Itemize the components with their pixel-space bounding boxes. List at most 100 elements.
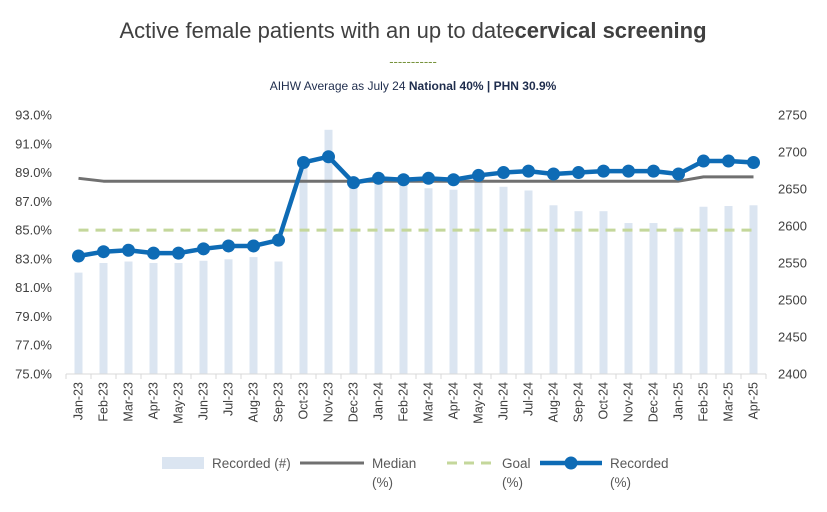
bar-recorded-count <box>724 206 733 374</box>
recorded-pct-point <box>697 154 710 168</box>
x-axis-tick-label: Feb-24 <box>397 382 411 422</box>
x-axis-tick-label: Jun-23 <box>197 382 211 420</box>
bar-recorded-count <box>74 272 83 374</box>
x-axis-tick-label: Sep-24 <box>572 382 586 422</box>
bar-recorded-count <box>649 223 658 374</box>
recorded-pct-point <box>297 155 310 169</box>
bar-recorded-count <box>174 263 183 374</box>
bar-recorded-count <box>374 179 383 374</box>
right-axis-tick-label: 2700 <box>778 145 807 160</box>
line-recorded <box>78 154 754 259</box>
legend-label-unit: (%) <box>372 475 393 490</box>
x-axis-tick-label: Jan-24 <box>372 382 386 420</box>
x-axis-tick-label: Apr-24 <box>447 382 461 420</box>
recorded-pct-point <box>522 164 535 178</box>
bar-recorded-count <box>349 179 358 374</box>
bar-series <box>74 129 758 374</box>
bar-recorded-count <box>299 160 308 374</box>
x-axis-tick-label: Jun-24 <box>497 382 511 420</box>
bar-recorded-count <box>549 205 558 374</box>
recorded-pct-point <box>472 168 485 182</box>
left-axis-tick-label: 89.0% <box>15 165 52 180</box>
right-axis-tick-label: 2500 <box>778 293 807 308</box>
recorded-pct-point <box>97 245 110 259</box>
recorded-pct-point <box>247 239 260 253</box>
left-axis-tick-label: 87.0% <box>15 194 52 209</box>
bar-recorded-count <box>424 188 433 374</box>
legend-marker-recorded-pct <box>564 456 578 470</box>
recorded-pct-point <box>147 246 160 260</box>
legend-label: Recorded <box>610 456 669 471</box>
recorded-pct-point <box>547 167 560 181</box>
x-axis-tick-label: Feb-25 <box>697 382 711 422</box>
chart-subtitle: AIHW Average as July 24 National 40% | P… <box>270 79 557 93</box>
bar-recorded-count <box>149 263 158 374</box>
bar-recorded-count <box>749 205 758 374</box>
x-axis-tick-label: Oct-23 <box>297 382 311 420</box>
recorded-pct-point <box>172 246 185 260</box>
left-axis-tick-label: 83.0% <box>15 251 52 266</box>
left-axis-tick-label: 93.0% <box>15 108 52 123</box>
x-axis-tick-label: Apr-23 <box>147 382 161 420</box>
bar-recorded-count <box>624 223 633 374</box>
right-axis-tick-label: 2750 <box>778 108 807 123</box>
recorded-pct-point <box>447 173 460 187</box>
recorded-pct-point <box>197 242 210 256</box>
bar-recorded-count <box>224 259 233 374</box>
bar-recorded-count <box>449 189 458 374</box>
title-divider: ----------- <box>389 54 437 69</box>
bar-recorded-count <box>499 186 508 374</box>
x-axis-tick-label: Nov-23 <box>322 382 336 422</box>
legend-label-unit: (%) <box>502 475 523 490</box>
recorded-pct-point <box>597 164 610 178</box>
legend-swatch-recorded-count <box>162 457 204 469</box>
subtitle-phn: PHN 30.9% <box>494 79 557 93</box>
x-axis-tick-label: Mar-25 <box>722 382 736 422</box>
recorded-pct-point <box>322 150 335 164</box>
bar-recorded-count <box>324 129 333 374</box>
x-axis-tick-label: Oct-24 <box>597 382 611 420</box>
left-axis-tick-label: 91.0% <box>15 136 52 151</box>
recorded-pct-point <box>747 155 760 169</box>
line-series <box>72 150 760 263</box>
recorded-pct-point <box>497 166 510 180</box>
bar-recorded-count <box>199 260 208 374</box>
x-axis-tick-label: Apr-25 <box>747 382 761 420</box>
subtitle-separator: | <box>484 79 494 93</box>
recorded-pct-point <box>722 154 735 168</box>
bar-recorded-count <box>274 261 283 374</box>
bar-recorded-count <box>599 211 608 374</box>
x-axis-tick-label: Jul-23 <box>222 382 236 416</box>
recorded-pct-point <box>672 167 685 181</box>
x-axis-tick-label: Dec-24 <box>647 382 661 422</box>
recorded-pct-point <box>272 233 285 247</box>
chart-title-part2: cervical screening <box>515 18 707 43</box>
right-axis-tick-label: 2600 <box>778 219 807 234</box>
x-axis: Jan-23 Feb-23 Mar-23 Apr-23 May-23 Jun-23 Jul-… <box>65 373 767 424</box>
right-axis-tick-label: 2650 <box>778 182 807 197</box>
x-axis-tick-label: Nov-24 <box>622 382 636 422</box>
recorded-pct-point <box>222 239 235 253</box>
right-axis-tick-label: 2550 <box>778 256 807 271</box>
x-axis-tick-label: Dec-23 <box>347 382 361 422</box>
bar-recorded-count <box>399 179 408 374</box>
bar-recorded-count <box>249 257 258 374</box>
left-axis-tick-label: 75.0% <box>15 367 52 382</box>
subtitle-national: National 40% <box>409 79 484 93</box>
chart-title: Active female patients with an up to dat… <box>119 18 706 43</box>
recorded-pct-point <box>72 249 85 263</box>
recorded-pct-point <box>422 171 435 185</box>
chart-title-part1: Active female patients with an up to dat… <box>119 18 514 43</box>
right-axis-tick-label: 2400 <box>778 367 807 382</box>
left-axis-tick-label: 85.0% <box>15 223 52 238</box>
recorded-pct-point <box>347 176 360 190</box>
recorded-pct-point <box>647 164 660 178</box>
recorded-pct-point <box>372 171 385 185</box>
bar-recorded-count <box>99 263 108 374</box>
x-axis-tick-label: May-24 <box>472 382 486 424</box>
legend-label: Median <box>372 456 416 471</box>
bar-recorded-count <box>699 206 708 374</box>
legend-label-unit: (%) <box>610 475 631 490</box>
